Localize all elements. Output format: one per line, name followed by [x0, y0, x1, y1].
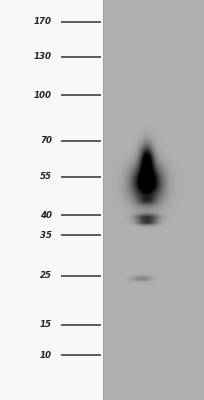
Text: 100: 100 [34, 91, 52, 100]
Text: 25: 25 [40, 272, 52, 280]
Text: 40: 40 [40, 211, 52, 220]
Bar [0, 0, 103, 400]
Text: 35: 35 [40, 231, 52, 240]
Text: 70: 70 [40, 136, 52, 145]
Text: 10: 10 [40, 351, 52, 360]
Text: 15: 15 [40, 320, 52, 329]
Text: 55: 55 [40, 172, 52, 181]
Text: 130: 130 [34, 52, 52, 61]
Bar [103, 0, 204, 400]
Text: 170: 170 [34, 18, 52, 26]
